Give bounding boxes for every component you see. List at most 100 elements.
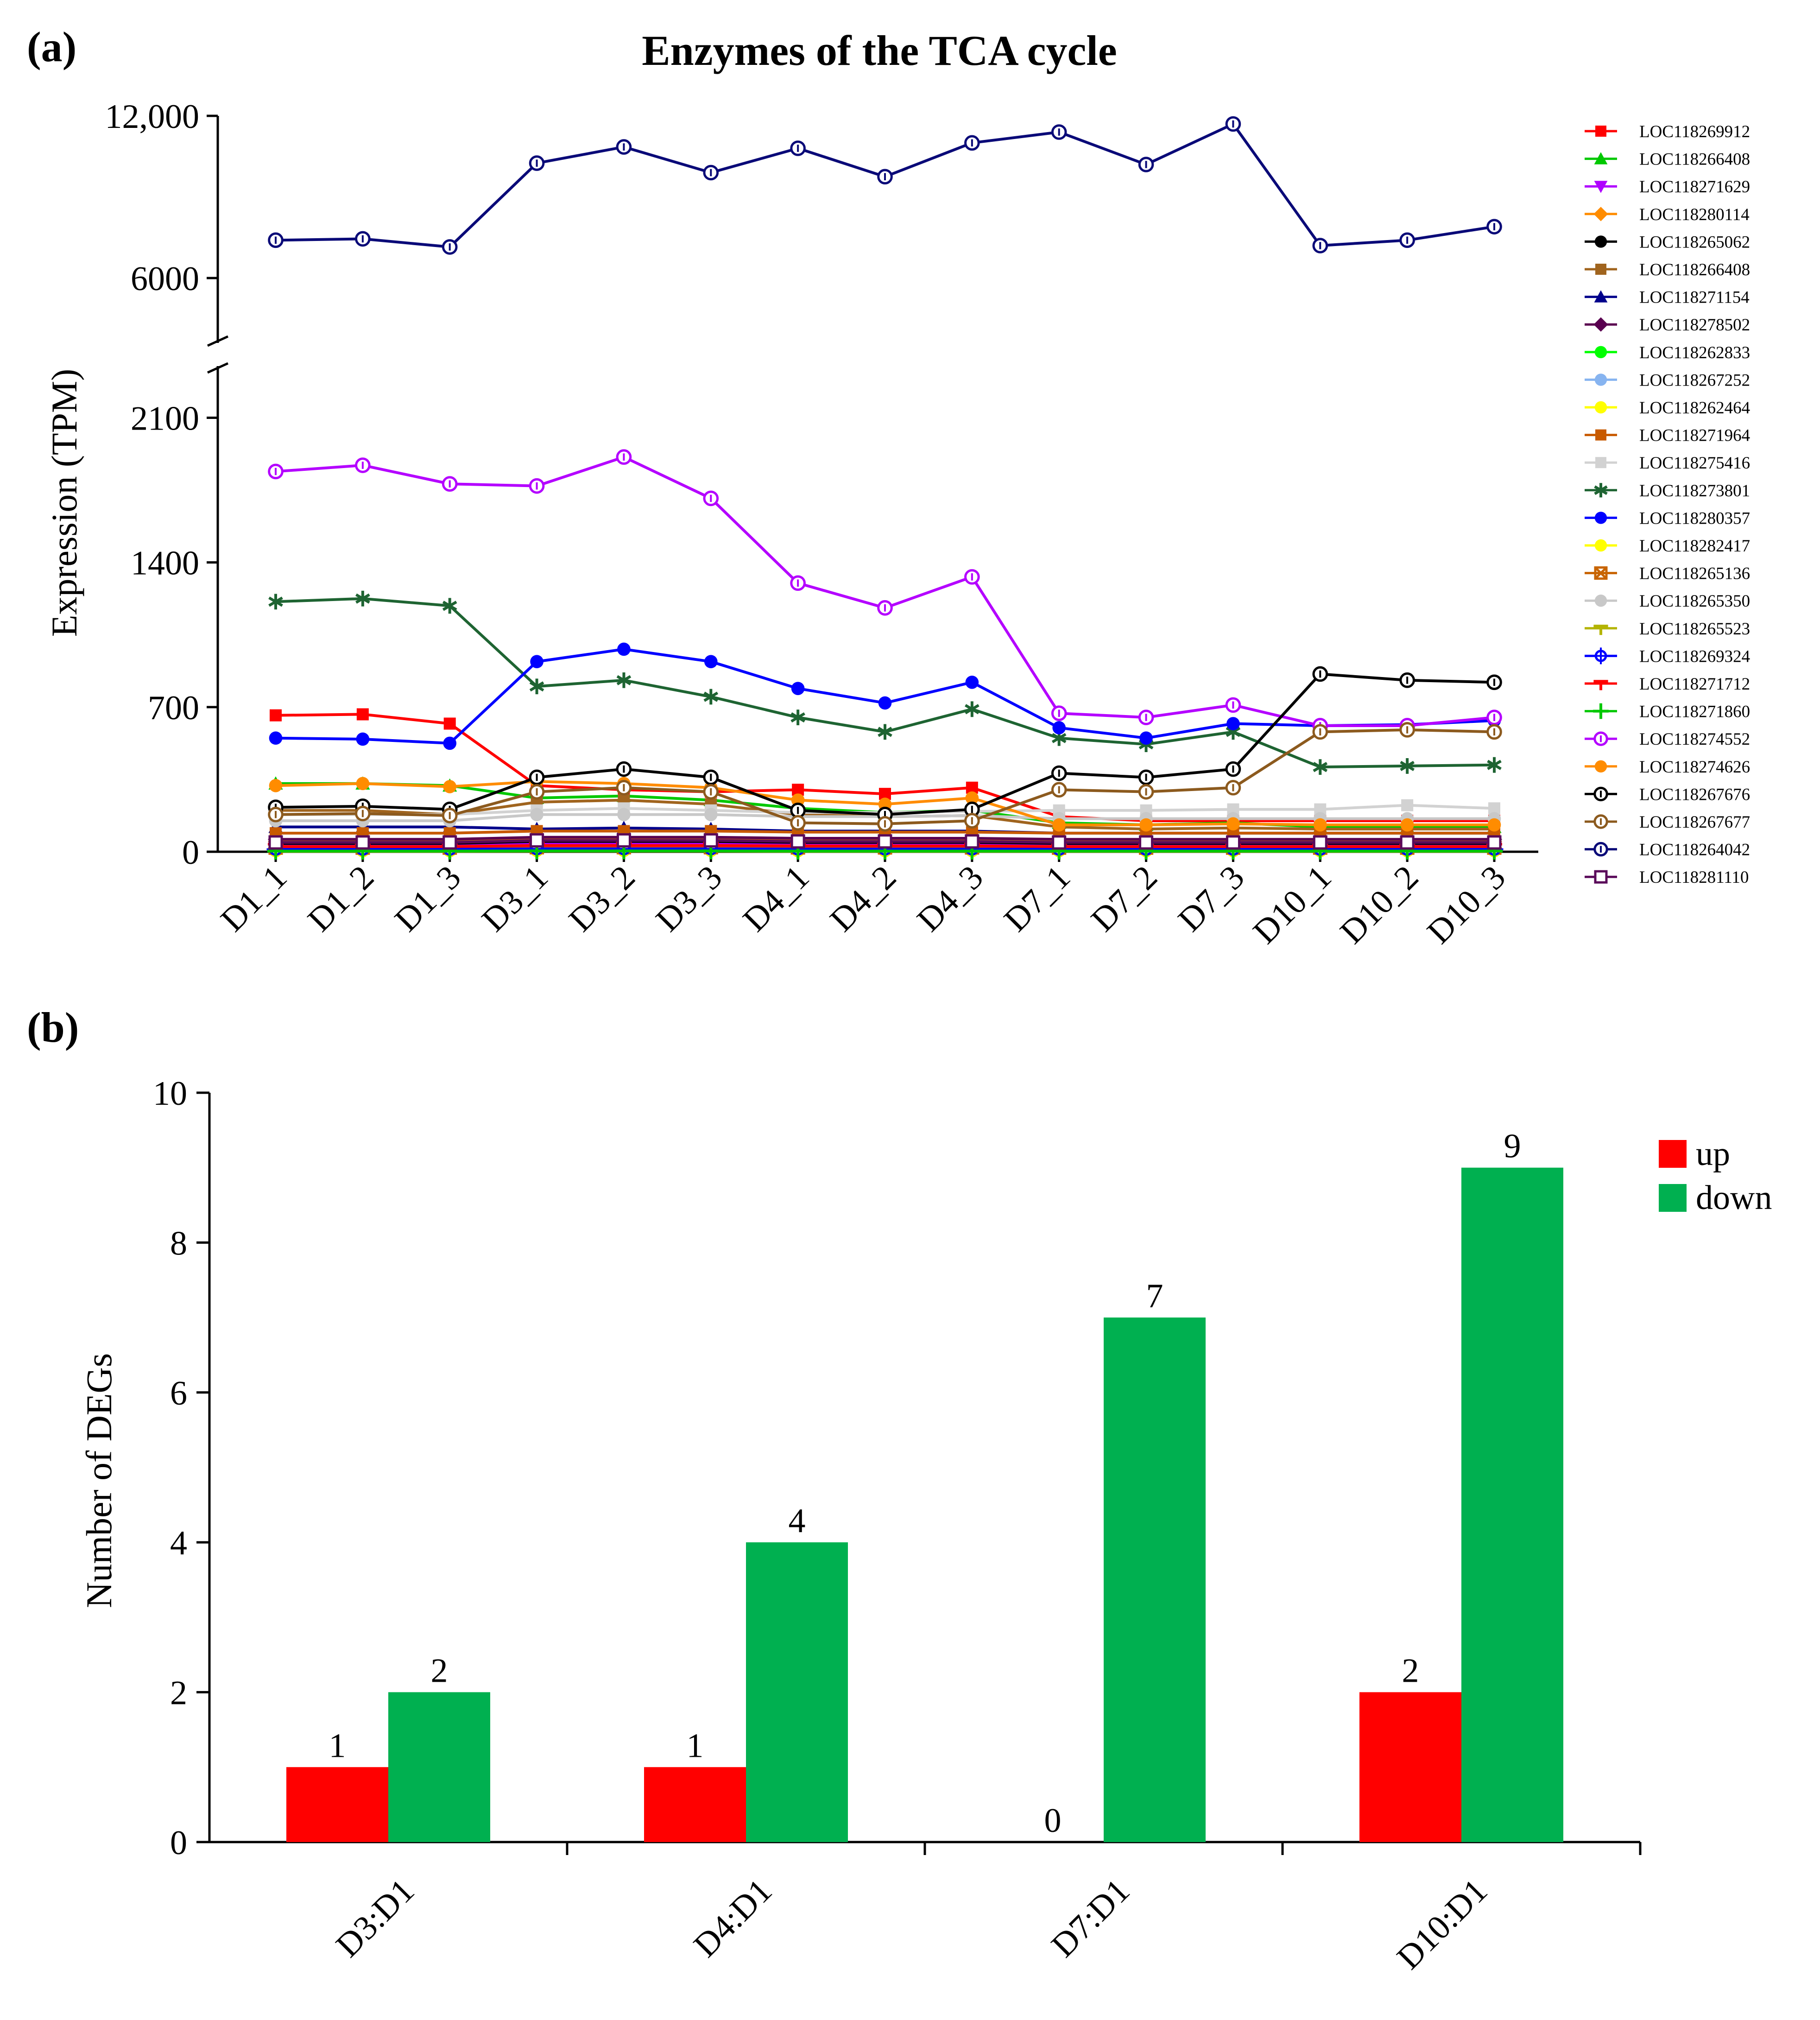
chart-a-data-point xyxy=(790,815,806,831)
chart-b-y-tick-label: 10 xyxy=(153,1075,187,1113)
chart-b-bar-down xyxy=(1104,1317,1206,1842)
chart-a-data-point xyxy=(1486,219,1502,234)
chart-a-legend-marker xyxy=(1593,207,1608,222)
chart-b-bars: 1 2 1 4 0 7 2 9 xyxy=(286,1127,1563,1842)
chart-a-legend-marker xyxy=(1595,457,1606,469)
chart-a-data-point xyxy=(355,457,371,473)
chart-a-data-point xyxy=(1139,835,1154,850)
chart-a-legend-marker xyxy=(1594,346,1607,358)
panel-a-label: (a) xyxy=(27,23,76,70)
chart-a-y-tick-label: 0 xyxy=(182,834,199,872)
chart-a-data-point xyxy=(790,709,805,726)
chart-a-legend-label: LOC118273801 xyxy=(1639,481,1750,500)
chart-a-data-point xyxy=(356,777,370,791)
chart-a-x-tick-label: D4_3 xyxy=(910,858,991,939)
chart-b-x-tick-label: D10:D1 xyxy=(1390,1872,1495,1977)
chart-a-data-point xyxy=(616,672,632,688)
chart-a-legend-marker xyxy=(1594,235,1607,248)
chart-a-legend-label: LOC118262464 xyxy=(1639,399,1750,418)
chart-a-x-tick-label: D10_3 xyxy=(1420,858,1513,951)
chart-a-legend-marker xyxy=(1595,264,1606,275)
chart-b-bar-up xyxy=(644,1767,746,1842)
chart-a-legend-marker xyxy=(1593,625,1608,635)
chart-a-data-point xyxy=(965,701,980,717)
chart-a-legend-item: LOC118265062 xyxy=(1585,233,1750,252)
chart-a-data-point xyxy=(1313,818,1327,832)
chart-a-x-tick-label: D10_2 xyxy=(1333,858,1426,951)
chart-a-data-point xyxy=(616,833,631,848)
chart-a-legend-label: LOC118265523 xyxy=(1639,620,1750,639)
chart-b-data-label: 4 xyxy=(789,1502,806,1540)
chart-a-data-point xyxy=(1052,835,1067,850)
chart-a-data-point xyxy=(529,784,545,800)
chart-a-data-point xyxy=(530,833,544,848)
chart-a-legend-marker xyxy=(1594,152,1608,165)
chart-a-data-point xyxy=(791,682,805,695)
chart-a-series-loc118274552 xyxy=(268,449,1502,734)
chart-a-series xyxy=(266,116,1504,860)
chart-a-data-point xyxy=(1487,818,1501,832)
chart-a-data-point xyxy=(1313,835,1327,850)
chart-a-legend-item: LOC118265350 xyxy=(1585,592,1750,611)
chart-b-legend-item: up xyxy=(1659,1135,1730,1173)
chart-a-legend-label: LOC118264042 xyxy=(1639,841,1750,860)
chart-a-legend-item: LOC118269912 xyxy=(1585,122,1750,141)
chart-a-legend-item: LOC118280357 xyxy=(1585,509,1750,528)
chart-a-data-point xyxy=(355,835,370,850)
chart-a-legend-label: LOC118266408 xyxy=(1639,260,1750,279)
chart-a-legend-marker xyxy=(1593,842,1608,857)
chart-a-legend-marker xyxy=(1593,680,1608,690)
chart-a-legend-label: LOC118271712 xyxy=(1639,675,1750,694)
chart-a-data-point xyxy=(703,769,719,785)
chart-a-x-tick-label: D7_1 xyxy=(997,858,1077,939)
chart-a-data-point xyxy=(1225,779,1241,796)
chart-b-data-label: 1 xyxy=(329,1727,346,1765)
chart-a-x-tick-label: D10_1 xyxy=(1246,858,1339,951)
chart-a-legend-item: LOC118266408 xyxy=(1585,150,1750,169)
chart-a-data-point xyxy=(268,463,284,480)
chart-a-data-point xyxy=(356,732,370,746)
chart-a-title: Enzymes of the TCA cycle xyxy=(642,27,1117,74)
chart-a-legend-marker xyxy=(1593,786,1608,802)
chart-a-legend-label: LOC118267676 xyxy=(1639,785,1750,804)
chart-a-legend-marker xyxy=(1593,317,1608,332)
chart-a-data-point xyxy=(965,834,980,849)
chart-a-legend-label: LOC118280114 xyxy=(1639,205,1750,224)
chart-b-legend-swatch xyxy=(1659,1184,1687,1212)
chart-a-data-point xyxy=(268,806,284,823)
chart-a-axis-break-mark xyxy=(207,362,229,374)
chart-a-data-point xyxy=(442,808,458,823)
chart-a-x-tick-label: D3_1 xyxy=(474,858,555,939)
chart-a-legend-label: LOC118265350 xyxy=(1639,592,1750,611)
chart-a-legend-item: LOC118275416 xyxy=(1585,454,1750,473)
chart-a-series-loc118264042 xyxy=(268,116,1502,255)
chart-a-legend-marker-box xyxy=(1594,566,1608,580)
chart-a-series-loc118281110 xyxy=(268,833,1502,850)
chart-a-legend-marker xyxy=(1594,760,1607,773)
chart-a-series-line xyxy=(275,122,1495,249)
chart-a-data-point xyxy=(1051,705,1067,722)
chart-a-data-point xyxy=(529,769,545,785)
chart-a-legend-label: LOC118274626 xyxy=(1639,758,1750,777)
chart-a-data-point xyxy=(530,808,543,822)
chart-a-data-point xyxy=(703,689,719,705)
chart-a-data-point xyxy=(964,569,980,585)
chart-a-data-point xyxy=(355,590,370,607)
chart-b-bar-down xyxy=(388,1692,490,1842)
chart-a-data-point xyxy=(1401,799,1414,811)
chart-a-data-point xyxy=(616,139,632,155)
chart-a-legend-label: LOC118281110 xyxy=(1639,868,1749,887)
chart-a-data-point xyxy=(1226,817,1240,831)
chart-a-legend-label: LOC118266408 xyxy=(1639,150,1750,169)
chart-a-data-point xyxy=(1051,124,1067,140)
chart-a-legend-marker-cross xyxy=(1592,647,1609,665)
chart-a-data-point xyxy=(1312,238,1328,253)
chart-a-data-point xyxy=(1225,697,1241,713)
chart-a-data-point xyxy=(443,736,457,750)
chart-a-legend-item: LOC118274626 xyxy=(1585,758,1750,777)
chart-a-legend-label: LOC118271964 xyxy=(1639,426,1750,445)
chart-b-data-label: 0 xyxy=(1044,1802,1062,1840)
chart-a-legend-label: LOC118269324 xyxy=(1639,647,1750,666)
